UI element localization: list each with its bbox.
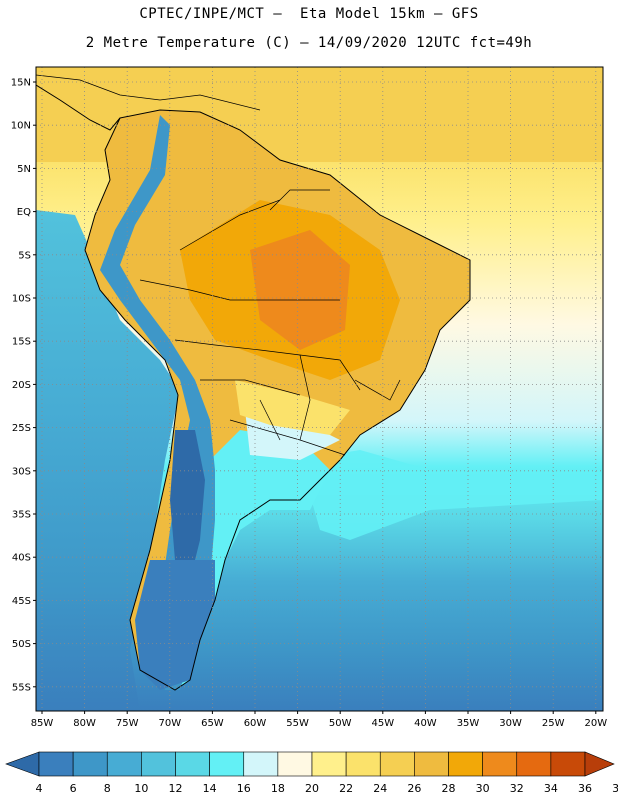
colorbar-label: 34 bbox=[544, 782, 558, 795]
colorbar-label: 8 bbox=[104, 782, 111, 795]
colorbar-extend-low bbox=[5, 751, 40, 777]
lat-label: 50S bbox=[12, 639, 31, 650]
lon-label: 85W bbox=[31, 718, 54, 729]
colorbar-swatch bbox=[72, 751, 108, 777]
colorbar-swatch bbox=[243, 751, 279, 777]
patagonia-cold bbox=[135, 560, 215, 690]
lon-label: 50W bbox=[329, 718, 352, 729]
colorbar-swatch bbox=[414, 751, 449, 777]
colorbar-label: 30 bbox=[476, 782, 490, 795]
map-field bbox=[36, 67, 603, 711]
colorbar-label: 32 bbox=[510, 782, 524, 795]
colorbar-swatch bbox=[550, 751, 586, 777]
chaco-warm bbox=[235, 380, 350, 435]
lat-label: 55S bbox=[12, 682, 31, 693]
lon-label: 20W bbox=[584, 718, 607, 729]
colorbar-extend-high bbox=[584, 751, 615, 777]
central-brazil-hottest bbox=[250, 230, 350, 350]
colorbar: 4 6 8 10 12 14 16 18 20 22 24 26 28 30 32 34 36 38 bbox=[5, 751, 618, 795]
longitude-labels: 85W 80W 75W 70W 65W 60W 55W 50W 45W 40W 35W 30W 25W 2… bbox=[31, 711, 607, 729]
colorbar-label: 36 bbox=[578, 782, 592, 795]
central-america-coast bbox=[36, 84, 121, 131]
lat-label: 5N bbox=[17, 164, 31, 175]
colorbar-label: 16 bbox=[237, 782, 251, 795]
lon-label: 30W bbox=[499, 718, 522, 729]
lat-label: 35S bbox=[12, 510, 31, 521]
latitude-labels: 15N 10N 5N EQ 5S 10S 15S 20S 25S 30S 35S 40S 45S 50S 5… bbox=[11, 78, 36, 693]
brazil-current bbox=[300, 450, 603, 540]
colorbar-swatch bbox=[345, 751, 381, 777]
colorbar-swatch bbox=[141, 751, 176, 777]
lat-label: 10N bbox=[11, 121, 31, 132]
colorbar-label: 4 bbox=[36, 782, 43, 795]
country-borders bbox=[139, 189, 401, 456]
colorbar-swatch bbox=[482, 751, 518, 777]
colorbar-label: 18 bbox=[271, 782, 285, 795]
colorbar-label: 38 bbox=[612, 782, 618, 795]
colorbar-label: 28 bbox=[442, 782, 456, 795]
lon-label: 55W bbox=[286, 718, 309, 729]
lat-label: 25S bbox=[12, 423, 31, 434]
coastline bbox=[84, 109, 471, 691]
chart-title: CPTEC/INPE/MCT – Eta Model 15km – GFS bbox=[139, 6, 479, 22]
lon-label: 65W bbox=[201, 718, 224, 729]
chart-subtitle: 2 Metre Temperature (C) – 14/09/2020 12U… bbox=[85, 35, 533, 51]
andes-coldest bbox=[170, 430, 205, 580]
colorbar-label: 26 bbox=[407, 782, 421, 795]
colorbar-swatch bbox=[516, 751, 552, 777]
lat-label: 15S bbox=[12, 337, 31, 348]
lat-label: 10S bbox=[12, 294, 31, 305]
lon-label: 45W bbox=[371, 718, 394, 729]
colorbar-label: 10 bbox=[134, 782, 148, 795]
colorbar-swatch bbox=[311, 751, 347, 777]
lat-label: 20S bbox=[12, 380, 31, 391]
colorbar-label: 22 bbox=[339, 782, 353, 795]
caribbean-coast bbox=[36, 74, 261, 111]
lat-label: 15N bbox=[11, 78, 31, 89]
colorbar-swatch bbox=[448, 751, 483, 777]
colorbar-swatch bbox=[106, 751, 142, 777]
map-frame bbox=[35, 66, 604, 712]
lon-label: 75W bbox=[116, 718, 139, 729]
colorbar-label: 24 bbox=[373, 782, 387, 795]
colorbar-label: 6 bbox=[70, 782, 77, 795]
colorbar-swatch bbox=[38, 751, 74, 777]
lat-label: 40S bbox=[12, 553, 31, 564]
lon-label: 70W bbox=[158, 718, 181, 729]
graticule bbox=[36, 67, 603, 711]
lon-label: 25W bbox=[542, 718, 565, 729]
lat-label: 30S bbox=[12, 466, 31, 477]
lon-label: 80W bbox=[73, 718, 96, 729]
colorbar-label: 12 bbox=[169, 782, 183, 795]
lon-label: 40W bbox=[414, 718, 437, 729]
colorbar-swatch bbox=[379, 751, 415, 777]
lon-label: 35W bbox=[457, 718, 480, 729]
colorbar-swatch bbox=[209, 751, 245, 777]
lon-label: 60W bbox=[244, 718, 267, 729]
colorbar-swatch bbox=[175, 751, 210, 777]
colorbar-label: 14 bbox=[203, 782, 217, 795]
colorbar-swatch bbox=[277, 751, 313, 777]
lat-label: 5S bbox=[18, 250, 31, 261]
colorbar-label: 20 bbox=[305, 782, 319, 795]
lat-label: EQ bbox=[17, 207, 31, 218]
lat-label: 45S bbox=[12, 596, 31, 607]
